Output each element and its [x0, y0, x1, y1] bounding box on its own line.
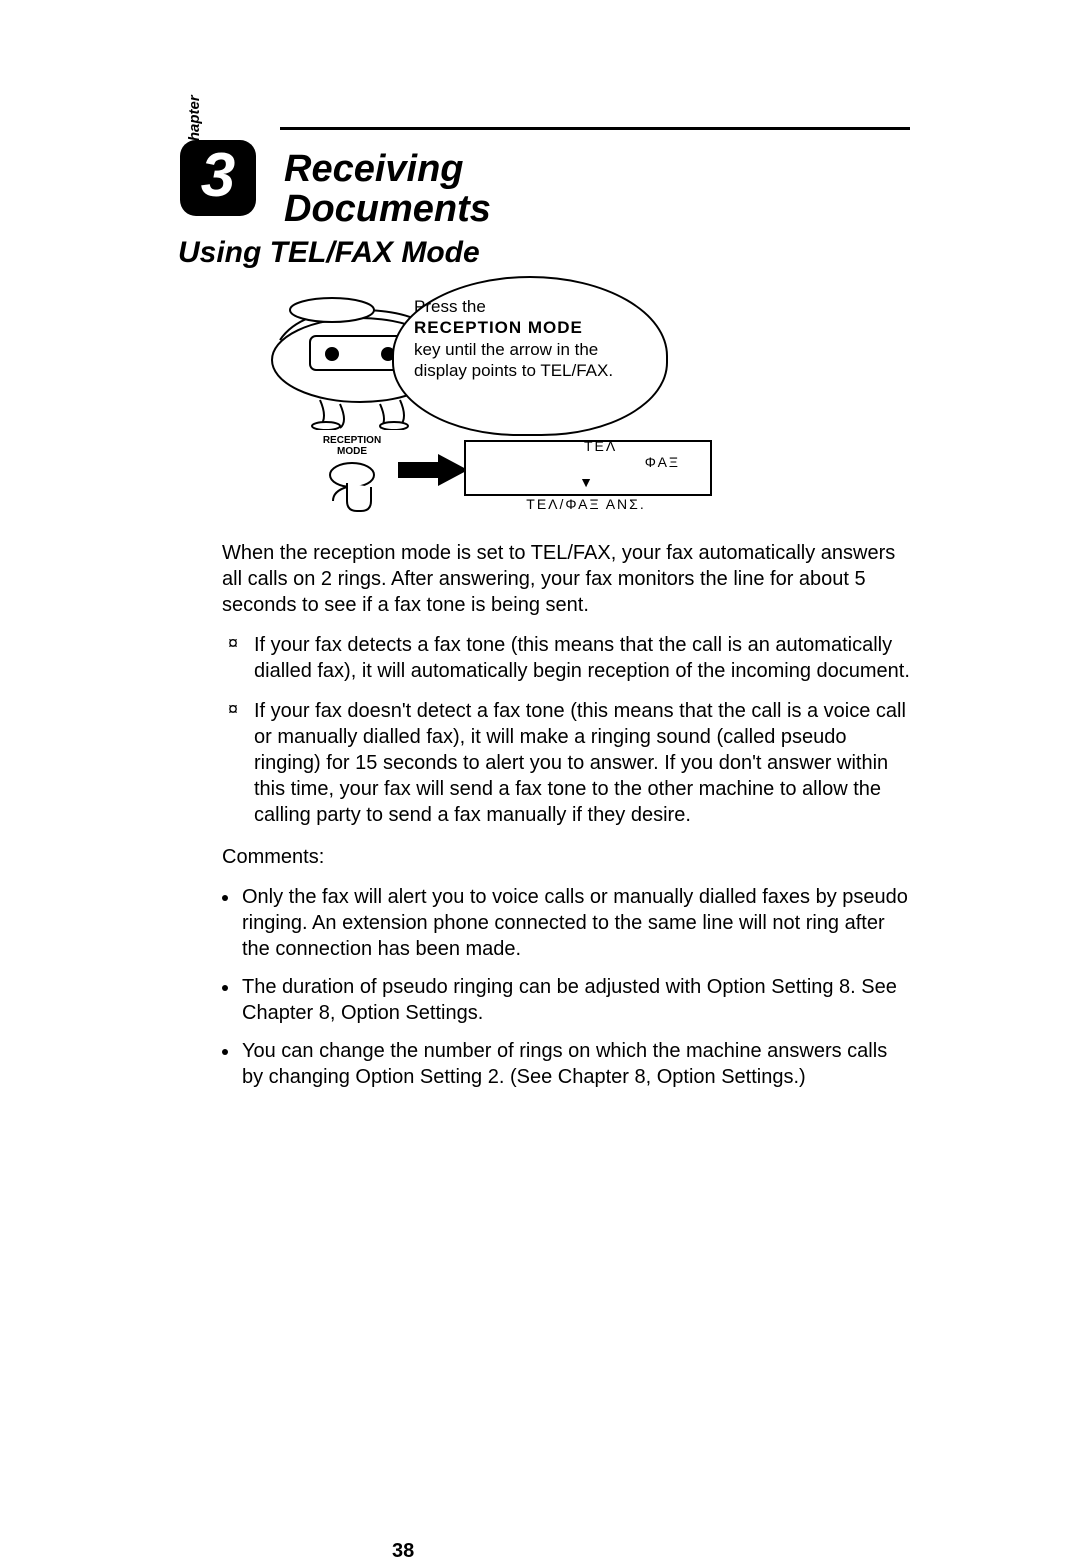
comment-bullet-1: Only the fax will alert you to voice cal… — [240, 884, 912, 962]
feature-bullet-2: If your fax doesn't detect a fax tone (t… — [246, 698, 912, 828]
body-text-block: When the reception mode is set to TEL/FA… — [222, 540, 912, 1102]
lcd-top-row: ΤΕΛ ΦΑΞ — [464, 438, 708, 470]
intro-paragraph: When the reception mode is set to TEL/FA… — [222, 540, 912, 618]
section-title: Using TEL/FAX Mode — [178, 236, 480, 270]
button-label-line2: MODE — [292, 447, 412, 458]
chapter-title-line1: Receiving — [284, 148, 464, 190]
comments-bullet-list: Only the fax will alert you to voice cal… — [222, 884, 912, 1090]
feature-bullet-list: If your fax detects a fax tone (this mea… — [222, 632, 912, 828]
arrow-right-icon — [398, 454, 468, 486]
speech-bubble: Press the RECEPTION MODE key until the a… — [392, 276, 668, 436]
header-rule — [280, 127, 910, 130]
comment-bullet-2: The duration of pseudo ringing can be ad… — [240, 974, 912, 1026]
lcd-top-left: ΤΕΛ — [464, 438, 645, 454]
reception-mode-button-diagram: RECEPTION MODE — [292, 436, 412, 522]
chapter-title: Receiving Documents — [284, 150, 491, 230]
chapter-title-line2: Documents — [284, 188, 491, 230]
chapter-number-badge: 3 — [180, 140, 256, 216]
bubble-line1: Press the — [414, 297, 486, 316]
comment-bullet-3: You can change the number of rings on wh… — [240, 1038, 912, 1090]
lcd-top-right: ΦΑΞ — [645, 454, 708, 470]
bubble-rest: key until the arrow in the display point… — [414, 340, 613, 380]
button-label-line1: RECEPTION — [292, 436, 412, 447]
page-number: 38 — [392, 1538, 414, 1564]
comments-heading: Comments: — [222, 844, 912, 870]
lcd-bottom-row: ΤΕΛ/ΦΑΞ ΑΝΣ. — [464, 496, 708, 512]
press-button-icon — [317, 457, 387, 517]
feature-bullet-1: If your fax detects a fax tone (this mea… — [246, 632, 912, 684]
bubble-reception-mode: RECEPTION MODE — [414, 318, 583, 337]
lcd-arrow-indicator: ▼ — [464, 474, 708, 490]
manual-page: Chapter 3 Receiving Documents Using TEL/… — [0, 0, 1080, 1397]
